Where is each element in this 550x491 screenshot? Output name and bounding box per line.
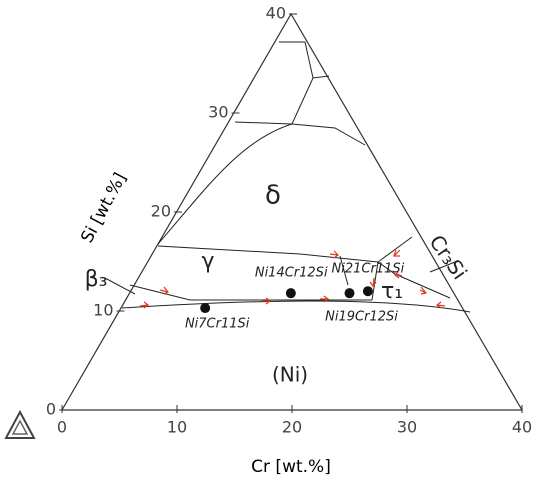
y-tick-label: 30 <box>208 103 228 122</box>
phase-boundaries <box>104 41 471 313</box>
point-label: Ni21Cr11Si <box>332 262 405 277</box>
composition-point <box>344 288 355 299</box>
phase-label: Cr₃Si <box>424 230 471 283</box>
x-tick-label: 20 <box>282 418 302 437</box>
point-label: Ni19Cr12Si <box>325 310 398 325</box>
composition-point <box>285 288 296 299</box>
phase-label: β₃ <box>85 267 108 292</box>
point-label: Ni14Cr12Si <box>255 266 328 281</box>
composition-point <box>362 286 373 297</box>
phase-label: τ₁ <box>381 279 403 304</box>
x-tick-label: 40 <box>512 418 532 437</box>
composition-point <box>200 303 211 314</box>
x-tick-label: 0 <box>57 418 67 437</box>
y-axis-title: Si [wt.%] <box>77 170 130 247</box>
phase-label: (Ni) <box>272 363 308 387</box>
phase-label: γ <box>201 249 214 274</box>
y-tick-label: 0 <box>46 400 56 419</box>
point-label: Ni7Cr11Si <box>185 317 250 332</box>
x-tick-label: 10 <box>167 418 187 437</box>
triangle <box>60 12 524 411</box>
phase-label: δ <box>265 181 281 211</box>
y-tick-label: 20 <box>151 202 171 221</box>
x-axis-title: Cr [wt.%] <box>251 457 331 477</box>
arrows <box>139 249 446 309</box>
y-tick-label: 40 <box>266 4 286 23</box>
x-tick-label: 30 <box>397 418 417 437</box>
logo <box>4 409 36 439</box>
y-tick-label: 10 <box>93 301 113 320</box>
